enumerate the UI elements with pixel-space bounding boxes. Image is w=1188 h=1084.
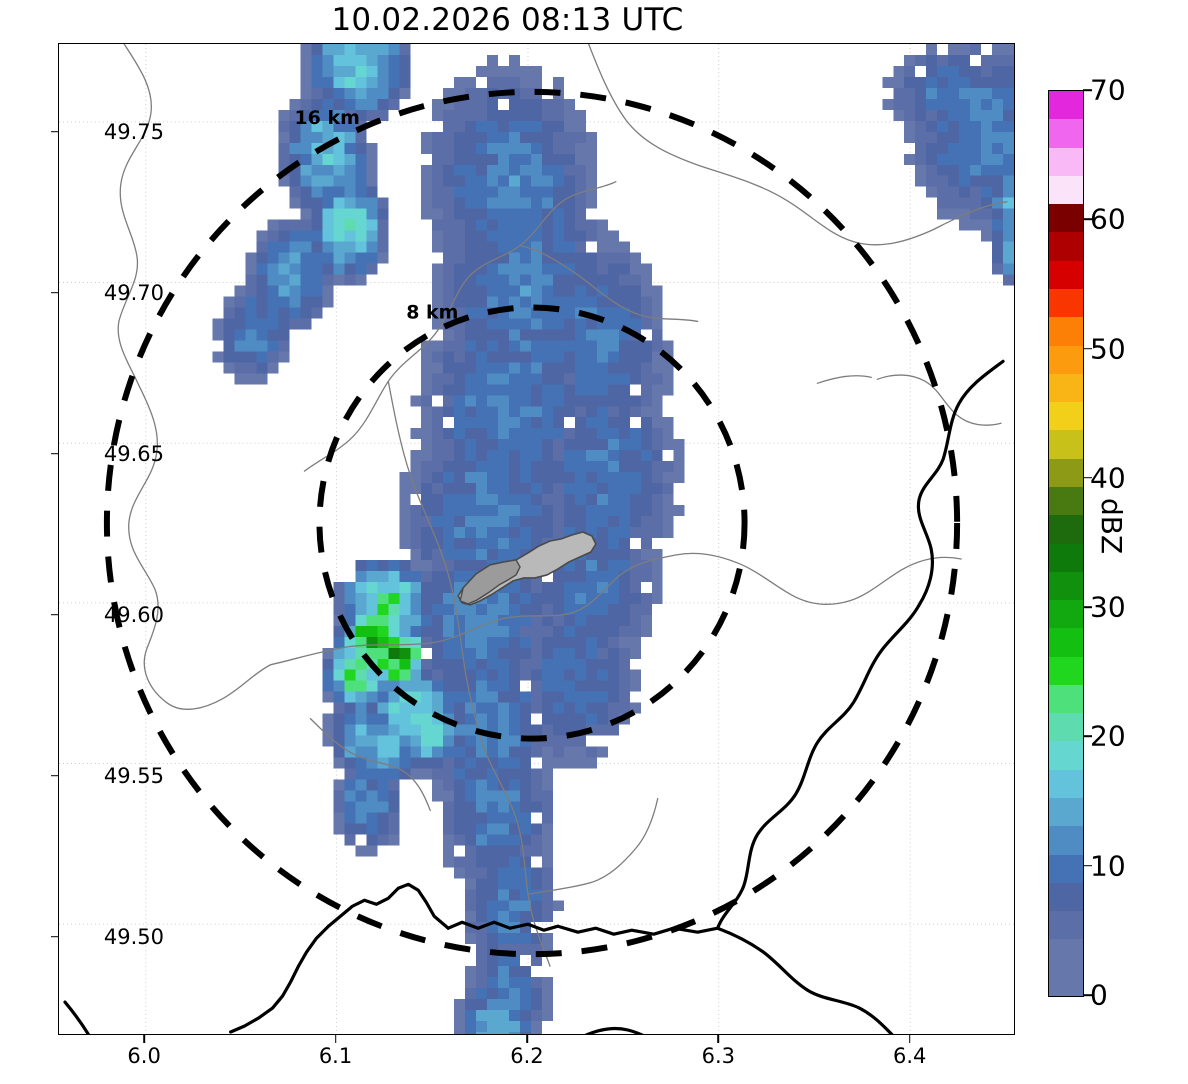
colorbar-band — [1049, 515, 1083, 544]
x-axis-tick-label: 6.4 — [893, 1044, 927, 1068]
colorbar-band — [1049, 967, 1083, 996]
x-axis-tick-mark — [717, 1035, 720, 1043]
range-ring-8km — [316, 304, 748, 742]
page-title: 10.02.2026 08:13 UTC — [331, 2, 684, 38]
colorbar-tick-label: 10 — [1090, 849, 1126, 883]
colorbar-tick-mark — [1083, 347, 1092, 350]
colorbar-band — [1049, 713, 1083, 742]
water-body-reservoir — [457, 531, 597, 606]
y-axis-tick-mark — [51, 774, 59, 777]
colorbar-band — [1049, 939, 1083, 968]
y-axis-tick-label: 49.50 — [103, 924, 164, 949]
colorbar-band — [1049, 119, 1083, 148]
colorbar-label: dBZ — [1095, 498, 1128, 555]
colorbar-tick-label: 30 — [1090, 590, 1126, 624]
y-axis-tick-mark — [51, 291, 59, 294]
range-rings — [103, 88, 961, 958]
colorbar-band — [1049, 288, 1083, 318]
colorbar-tick-label: 50 — [1090, 332, 1126, 366]
y-axis-tick-label: 49.60 — [103, 602, 164, 627]
colorbar-tick-mark — [1083, 218, 1092, 221]
y-axis-tick-label: 49.55 — [103, 763, 164, 788]
colorbar-tick-label: 60 — [1090, 202, 1126, 236]
y-axis-tick-mark — [51, 613, 59, 616]
colorbar-band — [1049, 147, 1083, 176]
colorbar-band — [1049, 628, 1083, 657]
range-ring-label-16km: 16 km — [295, 107, 360, 129]
x-axis-tick-label: 6.3 — [701, 1044, 736, 1068]
colorbar-band — [1049, 684, 1083, 714]
x-axis-tick-mark — [143, 1035, 145, 1043]
colorbar-band — [1049, 798, 1083, 827]
y-axis-tick-label: 49.65 — [103, 441, 164, 466]
colorbar-band — [1049, 345, 1083, 374]
colorbar-tick-mark — [1083, 477, 1092, 479]
y-axis-tick-mark — [51, 935, 59, 938]
colorbar-tick-mark — [1083, 864, 1092, 867]
colorbar-band — [1049, 373, 1083, 403]
colorbar-band — [1049, 571, 1083, 601]
x-axis-tick-mark — [334, 1035, 337, 1043]
x-axis-tick-label: 6.2 — [510, 1044, 544, 1068]
radar-map-svg: 16 km 8 km — [59, 44, 1014, 1034]
radar-reflectivity-raster — [212, 44, 1014, 1034]
colorbar-band — [1049, 600, 1083, 629]
colorbar-band — [1049, 543, 1083, 572]
colorbar-band — [1049, 232, 1083, 261]
colorbar-band — [1049, 826, 1083, 855]
y-axis-tick-label: 49.75 — [103, 119, 164, 144]
y-axis-tick-mark — [51, 452, 59, 455]
x-axis-tick-label: 6.0 — [127, 1044, 161, 1068]
range-ring-16km — [103, 88, 961, 958]
y-axis-tick-mark — [51, 130, 59, 133]
colorbar-band — [1049, 656, 1083, 685]
colorbar-band — [1049, 769, 1083, 799]
colorbar-band — [1049, 458, 1083, 487]
colorbar[interactable] — [1048, 90, 1084, 997]
x-axis-tick-mark — [526, 1035, 528, 1043]
range-ring-label-8km: 8 km — [406, 301, 458, 323]
colorbar-band — [1049, 430, 1083, 459]
colorbar-tick-mark — [1083, 89, 1092, 91]
colorbar-band — [1049, 402, 1083, 431]
map-plot-area[interactable]: 16 km 8 km — [58, 43, 1015, 1035]
colorbar-band — [1049, 882, 1083, 912]
y-axis-tick-label: 49.70 — [103, 280, 164, 305]
admin-borders — [117, 44, 1008, 967]
colorbar-tick-mark — [1083, 735, 1092, 738]
colorbar-band — [1049, 854, 1083, 883]
colorbar-band — [1049, 317, 1083, 346]
colorbar-band — [1049, 260, 1083, 289]
colorbar-tick-label: 70 — [1090, 73, 1126, 107]
x-axis-tick-label: 6.1 — [318, 1044, 353, 1068]
colorbar-band — [1049, 91, 1083, 120]
colorbar-band — [1049, 486, 1083, 516]
colorbar-band — [1049, 204, 1083, 233]
colorbar-tick-label: 20 — [1090, 719, 1126, 753]
colorbar-tick-mark — [1083, 994, 1092, 996]
colorbar-band — [1049, 175, 1083, 205]
x-axis-tick-mark — [908, 1035, 911, 1043]
national-border — [63, 359, 1005, 1034]
colorbar-band — [1049, 741, 1083, 770]
colorbar-band — [1049, 911, 1083, 940]
colorbar-tick-label: 0 — [1090, 978, 1108, 1012]
colorbar-tick-mark — [1083, 606, 1092, 608]
colorbar-tick-label: 40 — [1090, 461, 1126, 495]
